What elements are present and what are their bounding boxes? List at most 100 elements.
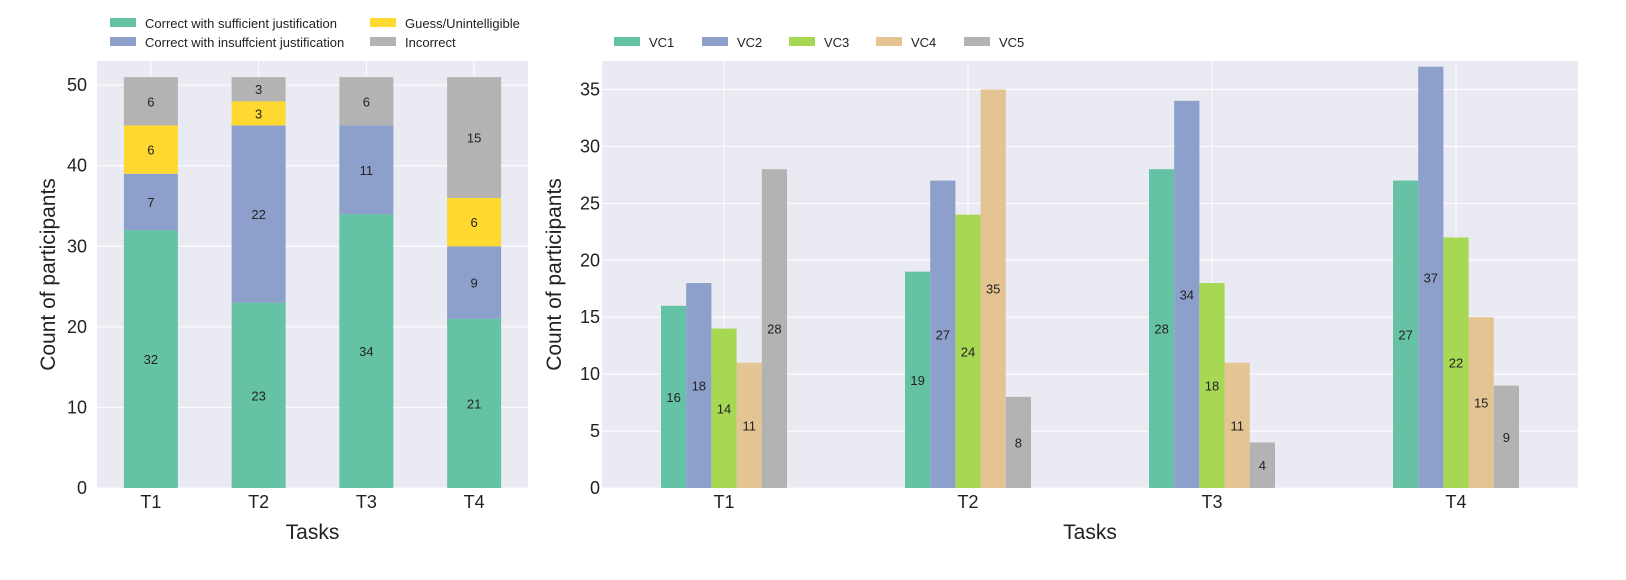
- bar-value-label: 3: [255, 106, 262, 121]
- bar: [1224, 362, 1250, 488]
- y-tick-label: 40: [67, 156, 87, 176]
- bar-value-label: 7: [147, 195, 154, 210]
- legend-swatch: [964, 37, 990, 46]
- legend-label: VC1: [649, 35, 674, 50]
- bar: [686, 283, 712, 488]
- x-tick-label: T3: [1201, 492, 1222, 512]
- legend-label: Guess/Unintelligible: [405, 16, 520, 31]
- y-tick-label: 15: [580, 307, 600, 327]
- bar-segment: [123, 125, 178, 174]
- bar: [1149, 169, 1175, 488]
- y-tick-label: 25: [580, 193, 600, 213]
- y-tick-label: 30: [580, 136, 600, 156]
- bar-value-label: 11: [742, 418, 756, 433]
- bar-segment: [231, 77, 286, 102]
- grouped-bar-chart: 0 5 10 15 20 25 30 35 T1 T2 T3 T4 16 18 14 11 28 19 27 24 35…: [543, 35, 1578, 544]
- bar-value-label: 27: [1398, 327, 1412, 342]
- y-tick-label: 5: [590, 421, 600, 441]
- bar: [1493, 385, 1519, 488]
- x-axis-label: Tasks: [1063, 521, 1117, 544]
- bar-value-label: 18: [1205, 379, 1219, 394]
- bar: [930, 180, 956, 488]
- legend-swatch: [789, 37, 815, 46]
- bar-value-label: 18: [692, 379, 706, 394]
- bar-segment: [447, 77, 502, 198]
- bar-value-label: 37: [1424, 270, 1438, 285]
- bar-segment: [339, 125, 394, 215]
- bar-segment: [231, 125, 286, 303]
- y-tick-label: 10: [67, 397, 87, 417]
- bar-value-label: 22: [251, 207, 265, 222]
- bar-value-label: 6: [471, 215, 478, 230]
- bar: [1443, 237, 1469, 488]
- bar-value-label: 34: [359, 344, 373, 359]
- bar: [1005, 396, 1031, 488]
- bar-value-label: 24: [961, 344, 975, 359]
- bar: [761, 169, 787, 488]
- x-axis-label: Tasks: [286, 521, 340, 544]
- bar-value-label: 8: [1015, 435, 1022, 450]
- x-tick-label: T3: [356, 492, 377, 512]
- bar: [736, 362, 762, 488]
- bar-value-label: 22: [1449, 356, 1463, 371]
- bar-segment: [123, 173, 178, 231]
- bar-value-label: 9: [1503, 430, 1510, 445]
- bar: [661, 305, 687, 488]
- bar-value-label: 34: [1180, 287, 1194, 302]
- bar-value-label: 6: [363, 94, 370, 109]
- bar-segment: [339, 77, 394, 126]
- x-tick-label: T1: [713, 492, 734, 512]
- bar: [1468, 317, 1494, 488]
- bar: [980, 89, 1006, 488]
- bar: [905, 271, 931, 488]
- bar-value-label: 4: [1259, 458, 1266, 473]
- bar-value-label: 23: [251, 388, 265, 403]
- legend-label: VC4: [911, 35, 936, 50]
- bar-segment: [339, 214, 394, 488]
- bar: [1418, 66, 1444, 489]
- bar-segment: [123, 230, 178, 489]
- x-tick-label: T2: [248, 492, 269, 512]
- legend-swatch: [110, 37, 136, 46]
- legend-label: VC2: [737, 35, 762, 50]
- x-tick-label: T2: [957, 492, 978, 512]
- bar-value-label: 14: [717, 401, 731, 416]
- bar: [711, 328, 737, 488]
- legend-swatch: [702, 37, 728, 46]
- bar-segment: [123, 77, 178, 126]
- legend-label: VC5: [999, 35, 1024, 50]
- bar-value-label: 28: [1154, 322, 1168, 337]
- bar-value-label: 6: [147, 143, 154, 158]
- legend-label: Correct with insuffcient justification: [145, 35, 344, 50]
- bar-value-label: 27: [936, 327, 950, 342]
- bar-value-label: 35: [986, 282, 1000, 297]
- bar-value-label: 3: [255, 82, 262, 97]
- x-tick-label: T4: [464, 492, 485, 512]
- bar-segment: [231, 101, 286, 126]
- bar: [955, 214, 981, 488]
- bar-value-label: 11: [360, 163, 374, 178]
- legend-label: Incorrect: [405, 35, 456, 50]
- y-tick-label: 50: [67, 75, 87, 95]
- legend-swatch: [110, 18, 136, 27]
- x-tick-label: T4: [1445, 492, 1466, 512]
- bar-value-label: 28: [767, 322, 781, 337]
- bar: [1249, 442, 1275, 488]
- bar: [1393, 180, 1419, 488]
- bar-value-label: 15: [1474, 396, 1488, 411]
- bar-value-label: 6: [147, 94, 154, 109]
- y-tick-label: 35: [580, 79, 600, 99]
- bar: [1174, 100, 1200, 488]
- legend-label: VC3: [824, 35, 849, 50]
- bar-segment: [447, 197, 502, 247]
- legend-swatch: [370, 37, 396, 46]
- bar-value-label: 16: [666, 390, 680, 405]
- bar-segment: [447, 318, 502, 488]
- bar-segment: [231, 302, 286, 488]
- stacked-bar-chart: 0 10 20 30 40 50 T1 T2 T3 T4 32 7 6 6 23 22 3 3 34 11 6 21 9 6 1…: [37, 16, 528, 544]
- y-axis-label: Count of participants: [37, 178, 60, 371]
- y-tick-label: 0: [77, 478, 87, 498]
- legend-label: Correct with sufficient justification: [145, 16, 337, 31]
- bar-value-label: 11: [1230, 418, 1244, 433]
